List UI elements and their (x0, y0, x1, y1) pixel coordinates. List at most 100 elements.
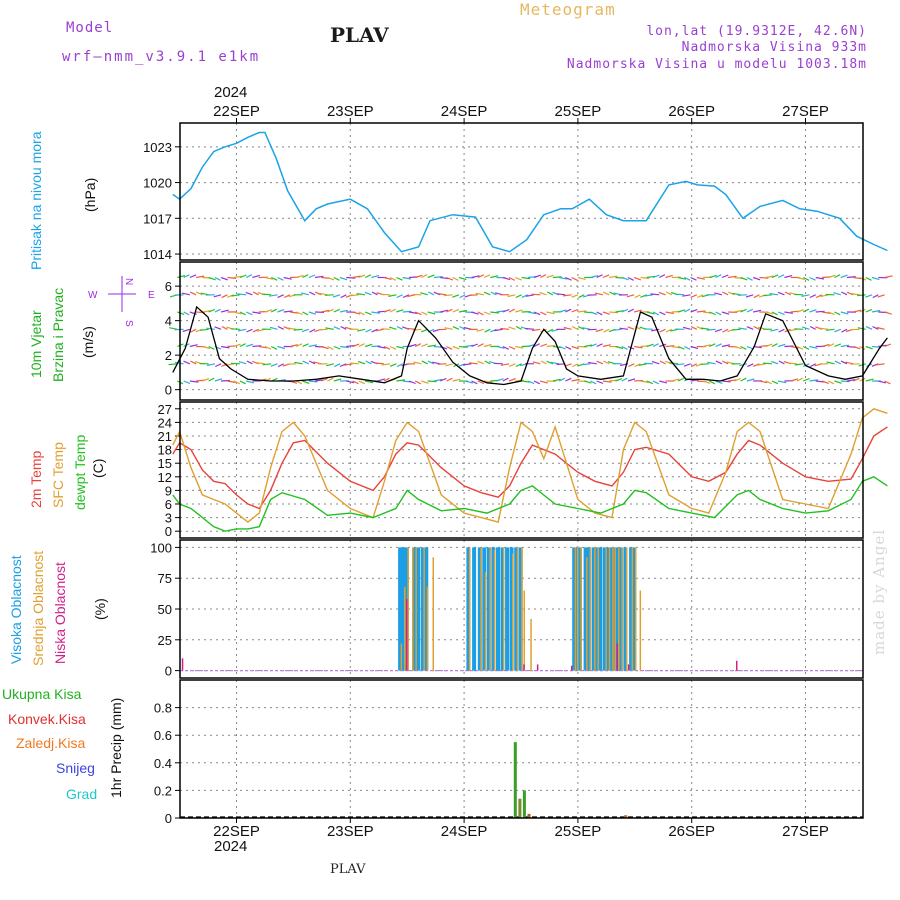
wind-arrow (371, 345, 381, 348)
wind-arrow (327, 276, 335, 281)
wind-arrow (445, 363, 453, 367)
cloud-mid-bar (407, 547, 409, 671)
wind-arrow (459, 294, 466, 299)
wind-arrow (565, 276, 572, 281)
wind-arrow (659, 274, 666, 279)
wind-arrow (615, 345, 624, 350)
wind-arrow (571, 345, 579, 350)
wind-arrow (208, 276, 216, 281)
wind-arrow (602, 344, 611, 348)
wind-arrow (332, 294, 341, 298)
wind-arrow (264, 345, 272, 350)
wind-arrow (371, 328, 378, 333)
wind-arrow (571, 276, 578, 281)
wind-arrow (734, 309, 743, 313)
wind-arrow (777, 311, 785, 316)
wind-arrow (508, 378, 517, 382)
wind-arrow (515, 345, 524, 349)
top-date-label: 25SEP (555, 103, 602, 120)
wind-arrow (802, 308, 810, 313)
wind-arrow (878, 344, 887, 348)
wind-arrow (722, 328, 729, 333)
wind-arrow (596, 380, 604, 385)
wind-arrow (627, 308, 634, 313)
cloud-low-bar (536, 664, 539, 671)
wind-arrow (684, 345, 691, 350)
wind-arrow (420, 292, 428, 296)
wind-arrow (709, 343, 716, 348)
wind-arrow (246, 343, 254, 348)
wind-arrow (690, 363, 698, 368)
wind-arrow (246, 360, 253, 365)
wind-arrow (571, 325, 579, 330)
wind-arrow (500, 363, 510, 366)
wind-arrow (346, 276, 356, 279)
wind-arrow (771, 274, 779, 279)
wind-arrow (746, 345, 754, 350)
wind-arrow (296, 274, 304, 279)
wind-arrow (406, 327, 416, 330)
y-tick-label: 1023 (143, 140, 172, 155)
cloud-mid-bar (597, 547, 599, 671)
wind-arrow (652, 274, 660, 279)
wind-arrow (815, 276, 825, 280)
wind-arrow (183, 380, 191, 385)
wind-arrow (759, 276, 769, 279)
wind-arrow (214, 308, 221, 313)
wind-arrow (802, 377, 810, 382)
wind-arrow (840, 380, 850, 383)
wind-arrow (324, 294, 334, 296)
wind-arrow (872, 325, 879, 330)
wind-arrow (269, 294, 278, 297)
wind-arrow (327, 345, 334, 350)
cloud-mid-bar (432, 557, 434, 671)
wind-arrow (877, 294, 885, 298)
cloud-high-bar (496, 547, 500, 671)
wind-arrow (778, 343, 786, 348)
wind-arrow (371, 311, 380, 314)
wind-arrow (420, 328, 428, 333)
wind-arrow (809, 345, 818, 349)
wind-arrow (784, 275, 793, 279)
wind-arrow (834, 328, 842, 333)
wind-arrow (396, 309, 404, 313)
wind-arrow (515, 294, 522, 299)
cloud-high-bar (518, 547, 523, 671)
cloud-mid-bar (635, 547, 637, 671)
cloud-high-bar (577, 547, 582, 671)
wind-arrow (853, 309, 862, 313)
wind-arrow (640, 294, 647, 298)
cloud-mid-bar (577, 547, 579, 671)
wind-arrow (871, 276, 880, 281)
wind-arrow (358, 311, 365, 316)
wind-arrow (821, 311, 831, 314)
wind-arrow (652, 311, 660, 316)
wind-arrow (577, 326, 585, 330)
wind-arrow (490, 311, 499, 314)
compass-s: S (123, 320, 134, 327)
compass-e: E (148, 290, 155, 301)
wind-arrow (603, 328, 610, 333)
wind-arrow (796, 276, 805, 280)
y-tick-label: 0.6 (154, 728, 172, 743)
wind-arrow (484, 360, 491, 365)
cloud-high-bar (472, 547, 477, 671)
wind-arrow (671, 345, 681, 349)
cloud-high-bar (598, 547, 603, 671)
wind-arrow (745, 294, 754, 298)
wind-arrow (333, 378, 342, 382)
wind-arrow (627, 378, 636, 382)
wind-arrow (788, 362, 798, 365)
y-tick-label: 100 (150, 540, 172, 555)
wind-arrow (640, 380, 649, 384)
wind-arrow (722, 360, 729, 365)
y-tick-label: 2 (165, 348, 172, 363)
wind-arrow (189, 291, 197, 296)
cloud-high-bar (618, 547, 623, 671)
y-tick-label: 0 (165, 524, 172, 539)
wind-arrow (321, 345, 329, 350)
wind-arrow (884, 380, 891, 385)
wind-arrow (515, 309, 523, 313)
wind-arrow (221, 294, 228, 299)
